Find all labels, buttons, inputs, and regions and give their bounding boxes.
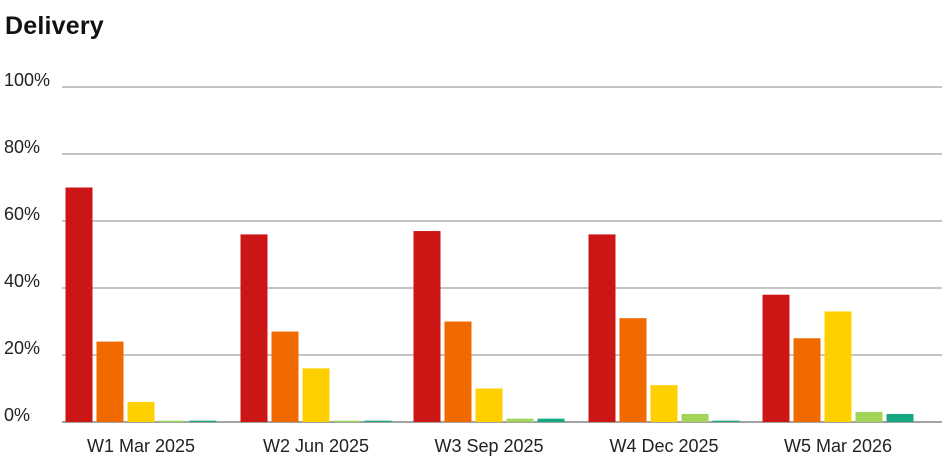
x-category-label: W1 Mar 2025 [87,436,195,456]
bar [588,234,616,422]
bar [762,294,790,422]
bar [240,234,268,422]
bar [793,338,821,422]
y-axis-ticks: 0% 20% 40% 60% 80% 100% [4,70,50,425]
y-tick-label: 40% [4,271,40,291]
bar [413,231,441,422]
bar [650,385,678,422]
bar [681,413,709,422]
bar [189,420,217,422]
y-tick-label: 80% [4,137,40,157]
x-category-label: W4 Dec 2025 [609,436,718,456]
bar [271,331,299,422]
bar [886,413,914,422]
bar [364,420,392,422]
x-category-label: W3 Sep 2025 [434,436,543,456]
x-category-label: W5 Mar 2026 [784,436,892,456]
bar [619,318,647,422]
x-axis-categories: W1 Mar 2025 W2 Jun 2025 W3 Sep 2025 W4 Dec … [87,436,892,456]
bar [824,311,852,422]
y-tick-label: 0% [4,405,30,425]
bar [333,420,361,422]
bar [96,341,124,422]
bar [855,411,883,422]
bar [444,321,472,422]
bars [65,187,914,422]
x-category-label: W2 Jun 2025 [263,436,369,456]
bar [712,420,740,422]
bar [537,418,565,422]
chart-title: Delivery [5,12,104,40]
bar [158,420,186,422]
bar [506,418,534,422]
bar [127,401,155,422]
bar [65,187,93,422]
bar [302,368,330,422]
y-tick-label: 100% [4,70,50,90]
y-tick-label: 20% [4,338,40,358]
bar [475,388,503,422]
y-tick-label: 60% [4,204,40,224]
